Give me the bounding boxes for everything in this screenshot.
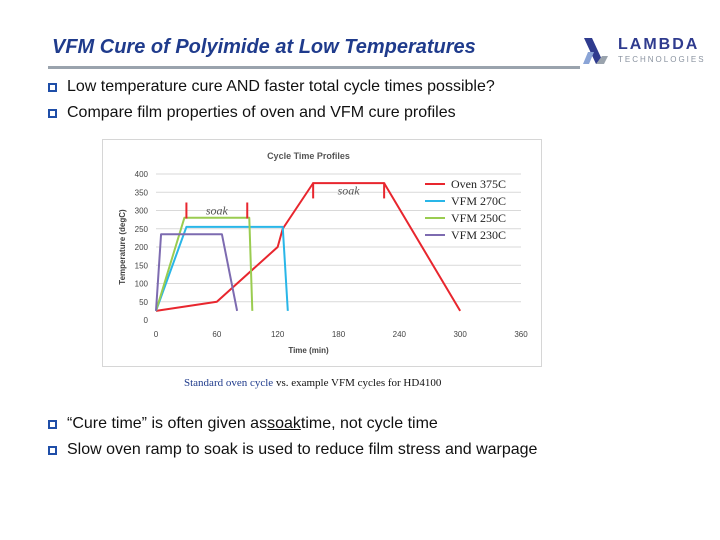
y-axis-label: Temperature (degC) [118,209,127,285]
chart-frame: 0 50 100 150 200 250 300 350 400 0 60 120 180 240 300 3… [102,139,542,367]
legend-label-0: Oven 375C [451,177,506,191]
chart-title: Cycle Time Profiles [267,151,350,161]
series-line-3 [155,233,239,312]
y-tick-label: 250 [135,225,149,234]
legend-label-2: VFM 250C [451,211,506,225]
bullet-1: Low temperature cure AND faster total cy… [48,78,495,96]
cycle-time-chart: 0 50 100 150 200 250 300 350 400 0 60 120 180 240 300 3… [118,151,528,355]
title-divider [48,66,580,69]
series-line-2 [155,216,254,312]
y-tick-label: 200 [135,243,149,252]
y-tick-label: 400 [135,170,149,179]
soak-label-1: soak [338,183,361,197]
lambda-logo-icon [583,38,608,64]
bullet-3-post: time, not cycle time [300,415,438,432]
chart-caption: Standard oven cycle vs. example VFM cycl… [184,377,441,389]
legend-label-3: VFM 230C [451,228,506,242]
bullet-3-soak: soak [267,415,301,432]
bullet-square-icon [48,82,57,92]
soak-label-0: soak [206,204,229,218]
x-tick-label: 300 [453,330,467,339]
bullet-1-text: Low temperature cure AND faster total cy… [67,78,495,95]
bullet-square-icon [48,445,57,455]
x-tick-label: 240 [393,330,407,339]
bullet-4-text: Slow oven ramp to soak is used to reduce… [67,441,538,458]
logo-name: LAMBDA [618,36,700,53]
x-tick-label: 120 [271,330,285,339]
legend-label-1: VFM 270C [451,194,506,208]
y-tick-label: 350 [135,188,149,197]
bullet-3-pre: “Cure time” is often given as [67,415,268,432]
bullet-3: “Cure time” is often given as soak time,… [48,415,438,433]
bullet-2: Compare film properties of oven and VFM … [48,104,456,122]
caption-oven: Standard oven cycle [184,377,274,389]
bullet-2-text: Compare film properties of oven and VFM … [67,104,456,121]
x-tick-label: 60 [212,330,221,339]
y-tick-label: 100 [135,280,149,289]
logo-subtitle: TECHNOLOGIES [618,55,706,64]
y-tick-label: 50 [139,298,148,307]
y-tick-label: 150 [135,261,149,270]
x-tick-label: 360 [514,330,528,339]
bullet-square-icon [48,419,57,429]
bullet-4: Slow oven ramp to soak is used to reduce… [48,441,537,459]
y-tick-label: 0 [144,316,149,325]
x-tick-label: 180 [332,330,346,339]
series-line-1 [155,225,289,312]
company-logo: LAMBDA TECHNOLOGIES [578,34,704,70]
slide-title: VFM Cure of Polyimide at Low Temperature… [52,36,476,58]
x-axis-label: Time (min) [288,346,329,355]
y-tick-label: 300 [135,207,149,216]
caption-rest: vs. example VFM cycles for HD4100 [275,377,442,389]
bullet-square-icon [48,108,57,118]
x-tick-label: 0 [154,330,159,339]
